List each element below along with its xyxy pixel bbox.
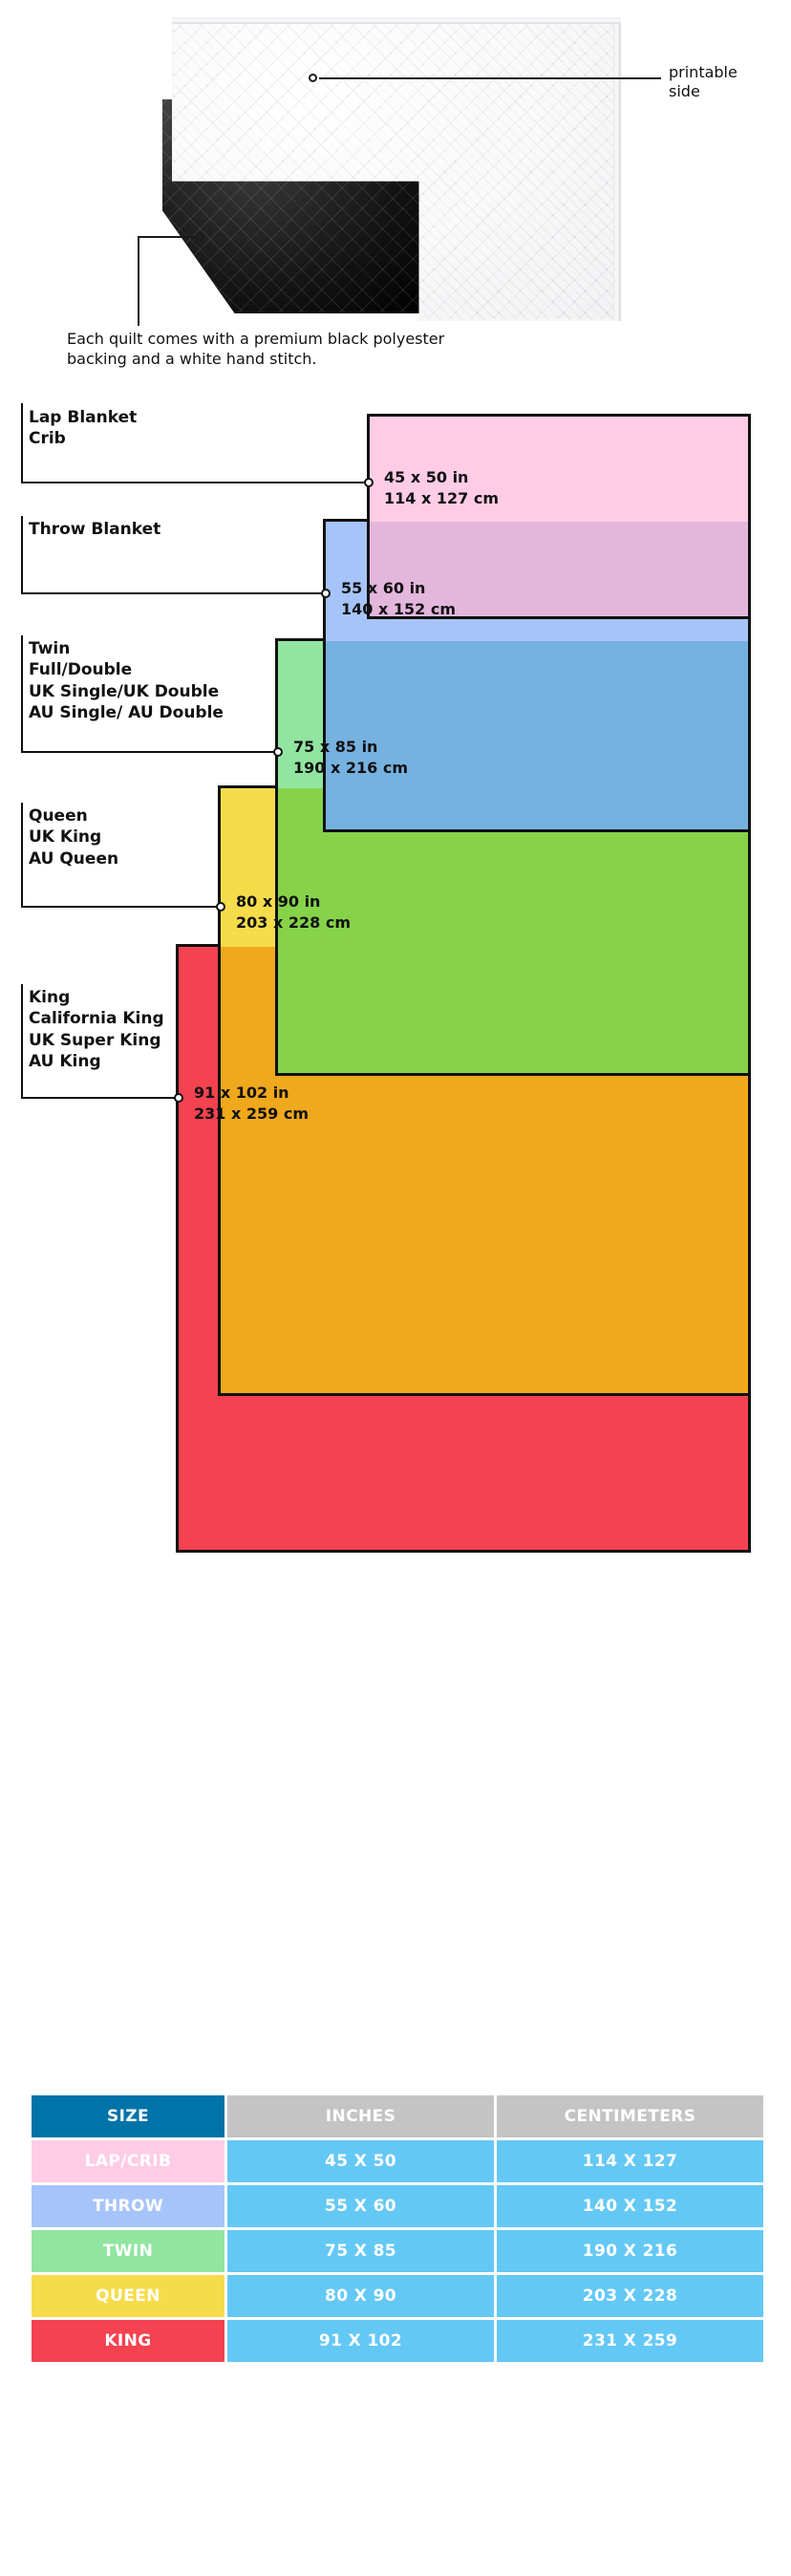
size-label-king-line1: King bbox=[29, 988, 71, 1007]
size-label-twin-line3: UK Single/UK Double bbox=[29, 681, 220, 701]
size-label-king-line3: UK Super King bbox=[29, 1030, 161, 1050]
bracket-vertical-twin bbox=[21, 635, 23, 753]
size-label-queen-line3: AU Queen bbox=[29, 848, 119, 869]
size-table-header-centimeters: CENTIMETERS bbox=[497, 2095, 763, 2137]
size-table-cell-size-lap-crib: LAP/CRIB bbox=[32, 2140, 224, 2182]
size-table-header-row: SIZE INCHES CENTIMETERS bbox=[32, 2095, 763, 2137]
size-label-throw-line1: Throw Blanket bbox=[29, 520, 161, 539]
size-label-king-line4: AU King bbox=[29, 1052, 101, 1072]
bracket-horizontal-throw bbox=[21, 592, 327, 594]
size-table-body: LAP/CRIB 45 X 50 114 X 127 THROW 55 X 60… bbox=[32, 2140, 763, 2362]
size-value-twin: 75 x 85 in 190 x 216 cm bbox=[293, 737, 408, 778]
printable-side-callout-dot-icon bbox=[309, 74, 317, 82]
size-label-king-line2: California King bbox=[29, 1009, 164, 1029]
size-overlap-lap-throw bbox=[370, 522, 748, 616]
size-table-cell-inches-twin: 75 X 85 bbox=[227, 2230, 494, 2272]
size-value-king-inches: 91 x 102 in bbox=[194, 1084, 289, 1102]
size-label-queen-line2: UK King bbox=[29, 827, 102, 848]
size-table-header-size: SIZE bbox=[32, 2095, 224, 2137]
size-value-lap-crib-inches: 45 x 50 in bbox=[384, 468, 469, 486]
size-label-twin: Twin Full/Double UK Single/UK Double AU … bbox=[29, 638, 224, 724]
table-row: THROW 55 X 60 140 X 152 bbox=[32, 2185, 763, 2227]
size-label-king: King California King UK Super King AU Ki… bbox=[29, 987, 164, 1073]
size-value-queen-cm: 203 x 228 cm bbox=[236, 912, 351, 932]
size-table-cell-cm-queen: 203 X 228 bbox=[497, 2275, 763, 2317]
backing-leader-vertical bbox=[138, 236, 139, 326]
size-value-king-cm: 231 x 259 cm bbox=[194, 1104, 309, 1123]
size-value-lap-crib-cm: 114 x 127 cm bbox=[384, 488, 499, 507]
size-label-queen-line1: Queen bbox=[29, 806, 88, 826]
size-callout-dot-throw-icon bbox=[321, 589, 331, 598]
bracket-vertical-lap-crib bbox=[21, 403, 23, 483]
quilt-caption: Each quilt comes with a premium black po… bbox=[67, 329, 736, 369]
bracket-horizontal-queen bbox=[21, 906, 222, 908]
size-label-lap-crib-line1: Lap Blanket bbox=[29, 408, 138, 427]
size-table-head: SIZE INCHES CENTIMETERS bbox=[32, 2095, 763, 2137]
table-row: QUEEN 80 X 90 203 X 228 bbox=[32, 2275, 763, 2317]
backing-leader-horizontal bbox=[138, 236, 197, 238]
printable-side-leader-line bbox=[319, 77, 661, 79]
quilt-caption-line1: Each quilt comes with a premium black po… bbox=[67, 330, 445, 348]
size-label-queen: Queen UK King AU Queen bbox=[29, 805, 118, 869]
size-overlap-twin-queen bbox=[278, 788, 748, 1073]
bracket-horizontal-king bbox=[21, 1097, 180, 1099]
table-row: TWIN 75 X 85 190 X 216 bbox=[32, 2230, 763, 2272]
quilt-illustration bbox=[162, 17, 621, 321]
size-value-lap-crib: 45 x 50 in 114 x 127 cm bbox=[384, 467, 499, 508]
size-table-cell-cm-throw: 140 X 152 bbox=[497, 2185, 763, 2227]
size-value-twin-inches: 75 x 85 in bbox=[293, 738, 378, 756]
size-label-twin-line2: Full/Double bbox=[29, 660, 133, 680]
bracket-horizontal-lap-crib bbox=[21, 482, 370, 483]
size-table: SIZE INCHES CENTIMETERS LAP/CRIB 45 X 50… bbox=[29, 2093, 766, 2365]
size-table-cell-inches-lap-crib: 45 X 50 bbox=[227, 2140, 494, 2182]
size-table-cell-cm-twin: 190 X 216 bbox=[497, 2230, 763, 2272]
size-value-king: 91 x 102 in 231 x 259 cm bbox=[194, 1083, 309, 1124]
size-label-throw: Throw Blanket bbox=[29, 519, 160, 540]
printable-side-label: printable side bbox=[669, 63, 738, 102]
size-label-lap-crib-line2: Crib bbox=[29, 429, 66, 449]
quilt-photo-section: printable side Each quilt comes with a p… bbox=[0, 0, 791, 382]
quilt-binding-top bbox=[172, 17, 621, 24]
size-value-twin-cm: 190 x 216 cm bbox=[293, 758, 408, 777]
size-label-twin-line4: AU Single/ AU Double bbox=[29, 703, 224, 723]
bracket-vertical-queen bbox=[21, 803, 23, 908]
quilt-binding-right bbox=[613, 17, 621, 321]
size-table-cell-size-king: KING bbox=[32, 2320, 224, 2362]
bracket-horizontal-twin bbox=[21, 751, 279, 753]
bracket-vertical-throw bbox=[21, 516, 23, 594]
quilt-caption-line2: backing and a white hand stitch. bbox=[67, 350, 317, 369]
printable-side-label-line1: printable bbox=[669, 63, 738, 81]
size-table-cell-cm-king: 231 X 259 bbox=[497, 2320, 763, 2362]
size-value-throw-inches: 55 x 60 in bbox=[341, 579, 426, 597]
bracket-vertical-king bbox=[21, 984, 23, 1099]
size-table-cell-inches-queen: 80 X 90 bbox=[227, 2275, 494, 2317]
size-label-twin-line1: Twin bbox=[29, 639, 71, 658]
size-value-throw-cm: 140 x 152 cm bbox=[341, 599, 456, 618]
size-table-header-inches: INCHES bbox=[227, 2095, 494, 2137]
size-table-cell-inches-king: 91 X 102 bbox=[227, 2320, 494, 2362]
size-callout-dot-queen-icon bbox=[216, 902, 225, 912]
size-value-throw: 55 x 60 in 140 x 152 cm bbox=[341, 578, 456, 619]
size-comparison-diagram: Lap Blanket Crib 45 x 50 in 114 x 127 cm… bbox=[0, 382, 791, 2093]
size-callout-dot-king-icon bbox=[174, 1093, 183, 1103]
size-label-lap-crib: Lap Blanket Crib bbox=[29, 407, 137, 450]
printable-side-label-line2: side bbox=[669, 82, 700, 101]
table-row: KING 91 X 102 231 X 259 bbox=[32, 2320, 763, 2362]
size-overlap-throw-twin bbox=[326, 641, 748, 829]
size-value-queen: 80 x 90 in 203 x 228 cm bbox=[236, 891, 351, 933]
size-table-cell-inches-throw: 55 X 60 bbox=[227, 2185, 494, 2227]
size-table-cell-size-throw: THROW bbox=[32, 2185, 224, 2227]
size-table-cell-size-twin: TWIN bbox=[32, 2230, 224, 2272]
size-callout-dot-twin-icon bbox=[273, 747, 283, 757]
size-rect-lap-crib-outline bbox=[367, 414, 751, 619]
size-value-queen-inches: 80 x 90 in bbox=[236, 892, 321, 911]
size-table-cell-size-queen: QUEEN bbox=[32, 2275, 224, 2317]
size-table-cell-cm-lap-crib: 114 X 127 bbox=[497, 2140, 763, 2182]
size-callout-dot-lap-crib-icon bbox=[364, 478, 374, 487]
backing-callout-dot-icon bbox=[196, 232, 204, 241]
table-row: LAP/CRIB 45 X 50 114 X 127 bbox=[32, 2140, 763, 2182]
